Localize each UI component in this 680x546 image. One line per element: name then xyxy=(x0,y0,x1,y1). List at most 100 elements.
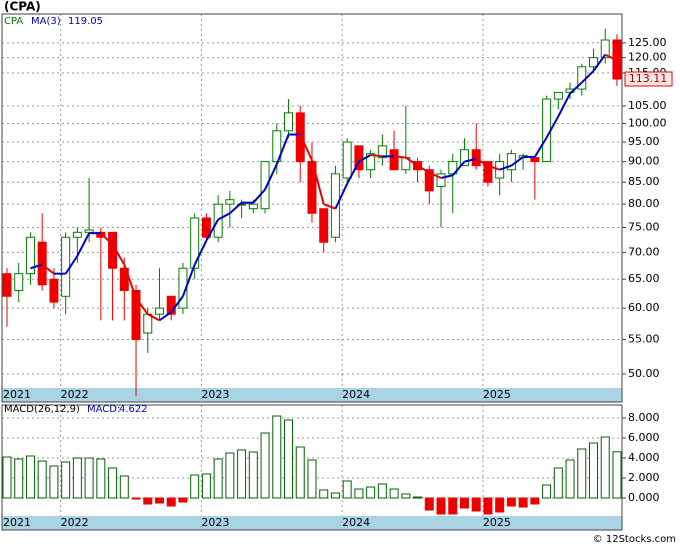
x-tick-label: 2025 xyxy=(483,388,511,401)
legend-value: 4.622 xyxy=(119,404,148,415)
macd-bar xyxy=(459,497,469,509)
ma-segment xyxy=(147,313,160,322)
candle-body xyxy=(600,39,610,59)
y-tick-label: 125.00 xyxy=(628,36,667,49)
x-tick-label: 2021 xyxy=(3,516,31,529)
macd-bar xyxy=(14,458,24,499)
y-tick-label: 90.00 xyxy=(628,155,660,168)
macd-bar xyxy=(436,497,446,515)
macd-bar xyxy=(25,455,35,499)
candle-body xyxy=(131,289,141,341)
macd-bar xyxy=(542,484,552,499)
y-tick-label: 55.00 xyxy=(628,333,660,346)
y-tick-label: 85.00 xyxy=(628,175,660,188)
macd-bar xyxy=(577,448,587,499)
macd-bar xyxy=(600,436,610,499)
macd-bar xyxy=(483,497,493,515)
ma-segment xyxy=(545,115,560,139)
macd-bar xyxy=(248,451,258,499)
y-tick-label: 75.00 xyxy=(628,220,660,233)
ma-segment xyxy=(100,232,114,246)
ma-segment xyxy=(604,53,618,62)
ma-segment xyxy=(158,311,172,322)
macd-bar xyxy=(553,467,563,499)
macd-bar xyxy=(284,419,294,499)
candle-body xyxy=(295,112,305,163)
macd-bar xyxy=(307,459,317,499)
macd-bar xyxy=(342,480,352,499)
macd-bar xyxy=(518,497,528,508)
ma-segment xyxy=(487,164,500,171)
candle-body xyxy=(190,217,200,269)
ma-segment xyxy=(370,153,383,158)
x-axis-band xyxy=(2,516,622,530)
candle-body xyxy=(424,169,434,192)
candle-body xyxy=(553,91,563,100)
macd-bar xyxy=(119,475,129,499)
macd-bar xyxy=(506,497,516,507)
ma-segment xyxy=(264,163,278,190)
chart-title: (CPA) xyxy=(4,0,41,14)
macd-bar xyxy=(424,497,434,511)
macd-bar xyxy=(237,449,247,499)
macd-bar xyxy=(213,458,223,499)
macd-bar xyxy=(471,497,481,512)
candle-body xyxy=(589,57,598,68)
ma-segment xyxy=(275,134,290,165)
candle-body xyxy=(377,145,387,159)
ma-segment xyxy=(334,183,349,210)
candle-body xyxy=(436,173,446,188)
plot-layer: 50.00 55.00 60.00 65.00 70.00 75.00 80.00 85.00… xyxy=(2,14,673,529)
legend-entry: MA(3) xyxy=(31,16,61,27)
y-tick-label: 8.000 xyxy=(628,411,660,424)
candle-body xyxy=(495,161,505,179)
legend-value: 119.05 xyxy=(68,16,103,27)
last-price-label: 113.11 xyxy=(629,72,668,85)
ma-segment xyxy=(393,155,406,159)
macd-bar xyxy=(108,467,118,499)
candle-body xyxy=(542,98,552,163)
candle-body xyxy=(471,149,481,167)
ma-segment xyxy=(64,255,79,275)
candle-body xyxy=(25,236,35,275)
ma-segment xyxy=(323,203,336,210)
macd-bar xyxy=(2,456,12,499)
candle-body xyxy=(354,145,364,171)
ma-segment xyxy=(510,156,524,167)
ma-segment xyxy=(417,164,430,174)
ma-segment xyxy=(135,297,149,315)
y-tick-label: 105.00 xyxy=(628,99,667,112)
candle-body xyxy=(119,267,129,291)
y-tick-label: 50.00 xyxy=(628,367,660,380)
ma-segment xyxy=(182,264,196,297)
candle-body xyxy=(459,149,469,167)
ma-segment xyxy=(428,171,442,179)
x-tick-label: 2023 xyxy=(201,516,229,529)
candle-body xyxy=(61,236,71,297)
source: © 12Stocks.com xyxy=(593,534,676,545)
macd-bar xyxy=(131,497,141,500)
macd-bar xyxy=(354,488,364,499)
candle-body xyxy=(84,229,94,233)
ma-segment xyxy=(252,188,266,204)
price-frame xyxy=(1,13,623,403)
candle-body xyxy=(143,313,153,334)
macd-bar xyxy=(401,493,411,499)
y-tick-label: 65.00 xyxy=(628,272,660,285)
macd-bar xyxy=(166,497,176,507)
y-tick-label: 2.000 xyxy=(628,471,660,484)
ma-segment xyxy=(193,240,208,266)
ma-segment xyxy=(499,164,512,171)
candle-body xyxy=(201,217,211,238)
candle-body xyxy=(483,161,493,183)
y-tick-label: 100.00 xyxy=(628,117,667,130)
y-tick-label: 60.00 xyxy=(628,301,660,314)
ma-segment xyxy=(405,156,419,167)
macd-bar xyxy=(143,497,153,505)
macd-bar xyxy=(190,474,200,499)
x-tick-label: 2023 xyxy=(201,388,229,401)
x-tick-label: 2025 xyxy=(483,516,511,529)
y-tick-label: 70.00 xyxy=(628,245,660,258)
macd-bar xyxy=(495,497,505,513)
y-tick-label: 120.00 xyxy=(628,51,667,64)
